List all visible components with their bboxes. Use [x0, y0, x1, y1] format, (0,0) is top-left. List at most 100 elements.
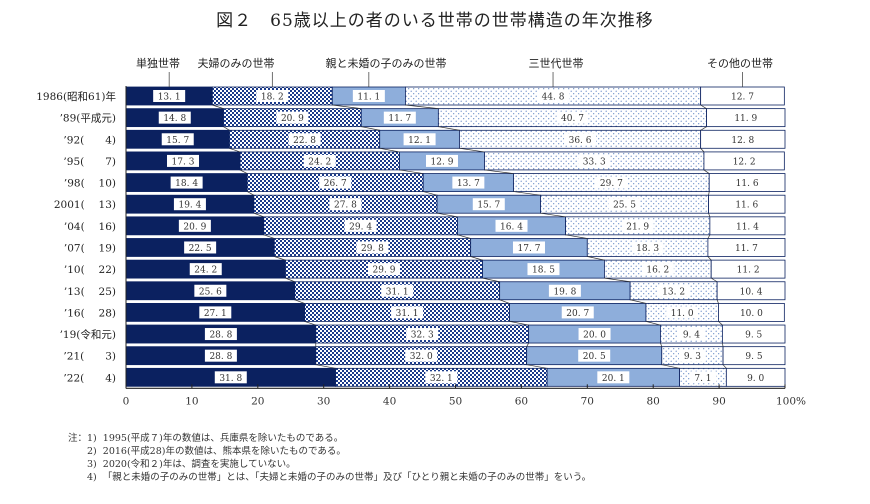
legend-label: 親と未婚の子のみの世帯	[326, 56, 447, 70]
data-label: 11. 7	[735, 244, 758, 254]
data-label: 11. 6	[735, 201, 758, 211]
data-label: 20. 9	[281, 114, 304, 124]
connector-line	[526, 364, 548, 369]
data-label-box	[288, 133, 321, 146]
data-label: 20. 0	[583, 331, 606, 341]
data-label: 12. 2	[733, 157, 756, 167]
data-label: 22. 5	[189, 244, 212, 254]
connector-line	[499, 299, 510, 304]
data-label-box	[561, 306, 594, 319]
data-label-box	[158, 111, 191, 124]
data-label: 18. 4	[175, 179, 198, 189]
data-label: 32. 1	[430, 374, 453, 384]
data-label: 15. 7	[477, 201, 500, 211]
connector-line	[304, 321, 316, 326]
data-label-box	[303, 154, 336, 167]
data-label: 16. 4	[500, 222, 523, 232]
data-label-box	[403, 133, 436, 146]
data-label-box	[578, 328, 611, 341]
data-label-box	[731, 219, 764, 232]
data-label: 27. 8	[334, 201, 357, 211]
data-label-box	[641, 263, 674, 276]
data-label-box	[381, 284, 414, 297]
data-label: 32. 0	[410, 352, 433, 362]
data-label: 18. 3	[636, 244, 659, 254]
data-label-box	[657, 284, 690, 297]
connector-line	[526, 342, 529, 347]
footnotes: 注：1) 1995(平成７)年の数値は、兵庫県を除いたものである。 2) 201…	[68, 432, 591, 484]
data-label: 15. 7	[166, 136, 189, 146]
x-tick-label: 0	[123, 395, 130, 407]
connector-line	[703, 169, 710, 174]
connector-line	[379, 147, 400, 153]
connector-line	[223, 126, 230, 131]
connector-line	[718, 321, 723, 326]
category-label: ’92( 4)	[63, 134, 116, 146]
category-label: ’16( 28)	[64, 307, 116, 319]
data-label-box	[256, 90, 289, 102]
data-label: 26. 7	[324, 179, 347, 189]
footnote: 4) 「親と未婚の子のみの世帯」とは、「夫婦と未婚の子のみの世帯」及び「ひとり親…	[68, 472, 592, 483]
data-label-box	[367, 263, 400, 276]
connector-line	[436, 212, 458, 218]
category-label: ’95( 7)	[63, 156, 116, 168]
data-label-box	[495, 219, 528, 232]
data-label-box	[730, 241, 763, 254]
connector-line	[315, 364, 336, 369]
data-label-box	[425, 154, 458, 167]
connector-line	[540, 212, 566, 218]
data-label-box	[730, 198, 763, 211]
data-label-box	[405, 349, 438, 362]
data-label-box	[689, 371, 717, 384]
data-label-box	[406, 328, 439, 341]
data-label: 16. 2	[646, 266, 669, 276]
data-label-box	[391, 306, 424, 319]
data-label: 10. 4	[740, 287, 763, 297]
connector-line	[239, 169, 248, 174]
data-label: 11. 7	[388, 114, 411, 124]
x-tick-label: 40	[383, 395, 396, 407]
connector-line	[263, 234, 275, 239]
data-label: 7. 1	[694, 374, 711, 384]
data-label: 9. 4	[683, 331, 700, 341]
connector-line	[509, 321, 529, 326]
connector-line	[661, 364, 680, 369]
data-label: 11. 6	[736, 179, 759, 189]
x-tick-label: 50	[449, 395, 462, 407]
data-label-box	[329, 198, 362, 211]
data-label-box	[184, 241, 217, 254]
data-label: 25. 6	[199, 287, 222, 297]
data-label-box	[452, 176, 485, 189]
connector-line	[700, 104, 707, 109]
connector-line	[285, 277, 295, 283]
data-label: 24. 2	[308, 157, 331, 167]
data-label: 32. 3	[411, 331, 434, 341]
connector-line	[708, 191, 710, 196]
connector-line	[247, 191, 255, 196]
x-tick-label: 90	[712, 395, 725, 407]
data-label-box	[170, 176, 203, 189]
data-label: 9. 3	[684, 352, 701, 362]
data-label-box	[178, 219, 211, 232]
connector-line	[294, 299, 305, 304]
data-label: 20. 1	[602, 374, 625, 384]
data-label: 11. 0	[671, 309, 694, 319]
footnote: 2) 2016(平成28)年の数値は、熊本県を除いたものである。	[68, 446, 346, 457]
x-tick-label: 100%	[776, 395, 806, 407]
data-label: 28. 8	[209, 331, 232, 341]
data-label-box	[578, 349, 611, 362]
data-label-box	[728, 154, 761, 167]
data-label: 10. 0	[740, 309, 763, 319]
data-label-box	[173, 198, 206, 211]
data-label-box	[735, 306, 768, 319]
category-label: ’10( 22)	[64, 264, 116, 276]
data-label-box	[153, 90, 186, 102]
data-label-box	[319, 176, 352, 189]
data-label: 13. 1	[158, 93, 181, 103]
data-label: 17. 3	[172, 157, 195, 167]
data-label: 18. 2	[261, 93, 284, 103]
data-label: 27. 1	[204, 309, 227, 319]
data-label: 20. 9	[183, 222, 206, 232]
data-label: 12. 8	[731, 136, 754, 146]
